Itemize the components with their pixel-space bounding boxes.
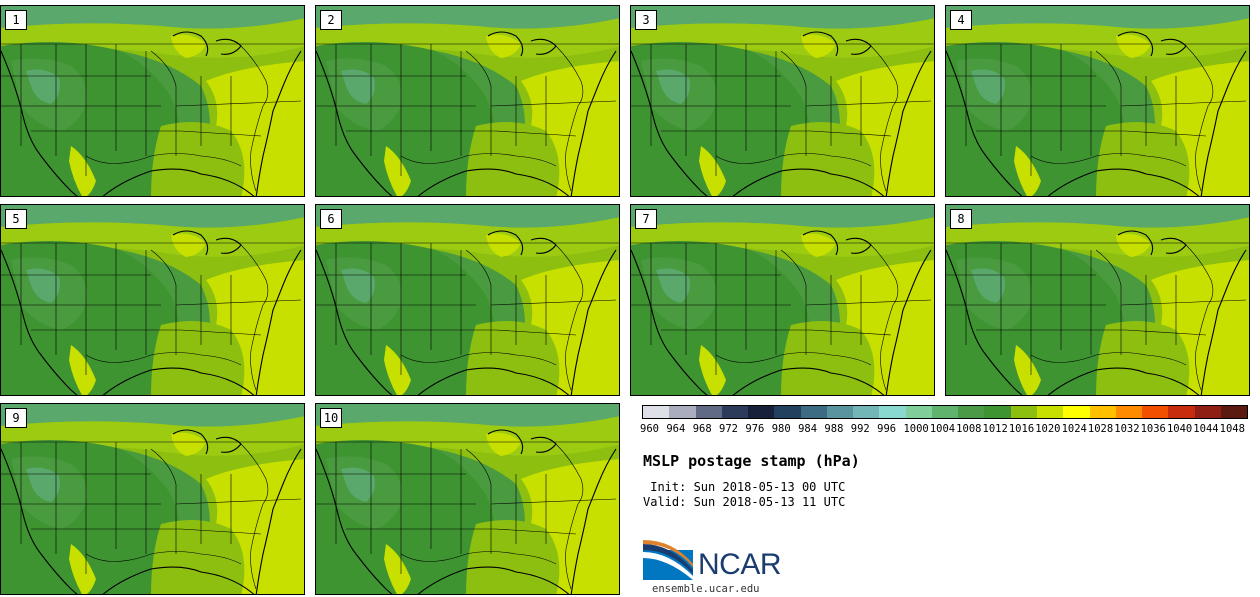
ensemble-member-map: 3 [630, 5, 935, 197]
colorbar-tick-label: 1016 [1008, 423, 1035, 435]
colorbar-tick-label: 1012 [982, 423, 1008, 435]
ensemble-member-map: 8 [945, 204, 1250, 396]
ensemble-member-map: 2 [315, 5, 620, 197]
colorbar-swatch [826, 406, 854, 418]
colorbar-tick-label: 1000 [903, 423, 929, 435]
website-url[interactable]: ensemble.ucar.edu [652, 583, 760, 595]
colorbar-tick-label: 1048 [1219, 423, 1245, 435]
colorbar-swatch [721, 406, 749, 418]
colorbar-swatch [1220, 406, 1248, 418]
colorbar-tick-label: 972 [719, 423, 738, 435]
colorbar-tick-label: 1008 [956, 423, 982, 435]
colorbar-swatch [853, 406, 880, 418]
colorbar-tick-label: 984 [798, 423, 818, 435]
member-number-label: 8 [950, 209, 972, 229]
colorbar-tick-label: 1040 [1166, 423, 1193, 435]
member-number-label: 4 [950, 10, 972, 30]
colorbar-tick-label: 1044 [1193, 423, 1219, 435]
colorbar-tick-label: 1004 [929, 423, 956, 435]
ensemble-member-map: 5 [0, 204, 305, 396]
colorbar-tick-label: 1020 [1035, 423, 1061, 435]
ensemble-member-map: 10 [315, 403, 620, 595]
member-number-label: 2 [320, 10, 342, 30]
colorbar-tick-label: 960 [640, 423, 659, 435]
ensemble-member-map: 6 [315, 204, 620, 396]
colorbar-swatch [695, 406, 722, 418]
ensemble-member-map: 1 [0, 5, 305, 197]
member-number-label: 9 [5, 408, 27, 428]
member-number-label: 5 [5, 209, 27, 229]
init-time: Init: Sun 2018-05-13 00 UTC [643, 480, 846, 494]
colorbar-swatch [1115, 406, 1143, 418]
colorbar-tick-label: 964 [666, 423, 686, 435]
colorbar-swatch [1194, 406, 1221, 418]
ensemble-member-map: 7 [630, 204, 935, 396]
member-number-label: 6 [320, 209, 342, 229]
ensemble-member-map: 9 [0, 403, 305, 595]
member-number-label: 10 [320, 408, 342, 428]
colorbar-tick-label: 976 [745, 423, 765, 435]
colorbar-swatch [879, 406, 906, 418]
colorbar-swatch [905, 406, 932, 418]
colorbar-tick-label: 1036 [1140, 423, 1166, 435]
member-number-label: 3 [635, 10, 657, 30]
colorbar-tick-label: 988 [824, 423, 844, 435]
colorbar-swatch [958, 406, 985, 418]
colorbar-swatch [800, 406, 827, 418]
colorbar-swatch [931, 406, 959, 418]
member-number-label: 1 [5, 10, 27, 30]
valid-time: Valid: Sun 2018-05-13 11 UTC [643, 495, 846, 509]
colorbar-tick-label: 1032 [1114, 423, 1140, 435]
colorbar-swatch [984, 406, 1011, 418]
ncar-logo-icon [643, 540, 693, 580]
colorbar-tick-label: 980 [771, 423, 791, 435]
colorbar-swatch [1036, 406, 1064, 418]
colorbar-swatch [1063, 406, 1090, 418]
colorbar-tick-label: 1028 [1087, 423, 1114, 435]
colorbar-tick-labels: 960 964 968 972 976 980 984 988 992 996 1000 1004 10… [640, 423, 1248, 437]
pressure-colorbar [642, 405, 1248, 419]
member-number-label: 7 [635, 209, 657, 229]
colorbar-swatch [1010, 406, 1037, 418]
colorbar-swatch [1089, 406, 1116, 418]
colorbar-tick-label: 992 [850, 423, 870, 435]
colorbar-swatch [1168, 406, 1195, 418]
colorbar-swatch [748, 406, 775, 418]
colorbar-tick-label: 1024 [1061, 423, 1087, 435]
colorbar-swatch [1142, 406, 1169, 418]
colorbar-swatch [669, 406, 696, 418]
colorbar-tick-label: 996 [877, 423, 897, 435]
colorbar-swatch [774, 406, 801, 418]
ensemble-member-map: 4 [945, 5, 1250, 197]
colorbar-swatch [643, 406, 670, 418]
chart-title: MSLP postage stamp (hPa) [643, 452, 860, 470]
colorbar-tick-label: 968 [692, 423, 712, 435]
ncar-logo-text: NCAR [698, 548, 782, 581]
